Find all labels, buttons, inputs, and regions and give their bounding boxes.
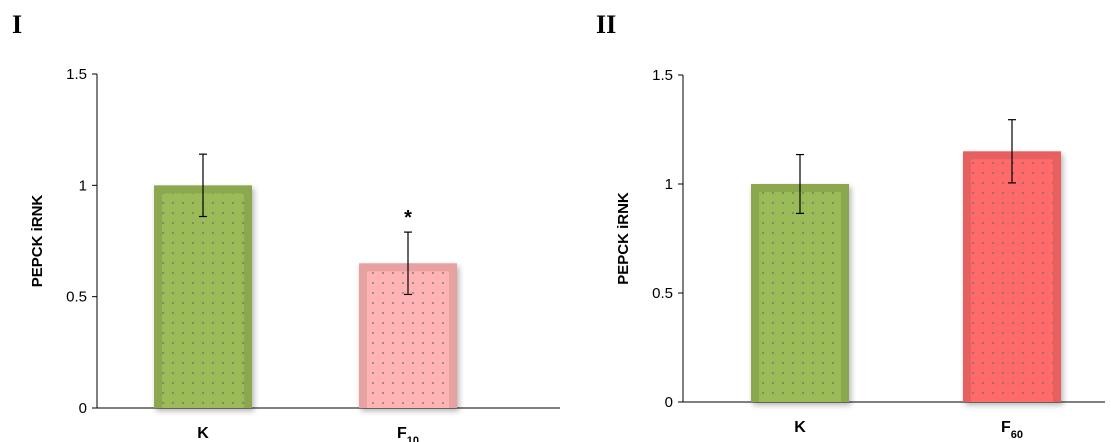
y-tick-label: 1.5 — [66, 66, 87, 83]
category-main: K — [794, 419, 806, 436]
x-tick-label: K — [794, 419, 806, 436]
bar-texture — [162, 193, 244, 408]
y-tick-label: 0 — [79, 400, 87, 417]
panel-label-1: I — [12, 10, 23, 39]
x-tick-label: F10 — [397, 425, 419, 442]
y-axis-label: PEPCK iRNK — [615, 192, 632, 285]
y-axis-label: PEPCK iRNK — [29, 195, 46, 288]
y-tick-label: 0.5 — [66, 289, 87, 306]
y-tick-label: 0.5 — [652, 285, 673, 302]
bar-texture — [971, 159, 1053, 402]
bar-group — [154, 185, 252, 408]
category-main: F — [1001, 419, 1011, 436]
panel-label-2: II — [596, 10, 617, 39]
y-tick-label: 1 — [79, 177, 87, 194]
chart-1: 0 0.5 1 1.5 PEPCK iRNK K * F10 — [29, 66, 560, 442]
y-tick-label: 1.5 — [652, 67, 673, 84]
x-tick-label: K — [197, 425, 209, 442]
category-main: K — [197, 425, 209, 442]
bar-texture — [759, 192, 841, 402]
category-main: F — [397, 425, 407, 442]
y-tick-label: 1 — [665, 176, 673, 193]
x-tick-label: F60 — [1001, 419, 1023, 441]
category-subscript: 60 — [1011, 429, 1023, 441]
bar-group — [751, 184, 849, 402]
category-subscript: 10 — [407, 435, 419, 442]
significance-marker: * — [404, 207, 412, 229]
y-tick-label: 0 — [665, 394, 673, 411]
bar-group — [963, 151, 1061, 402]
chart-2: 0 0.5 1 1.5 PEPCK iRNK K F60 — [615, 67, 1105, 441]
